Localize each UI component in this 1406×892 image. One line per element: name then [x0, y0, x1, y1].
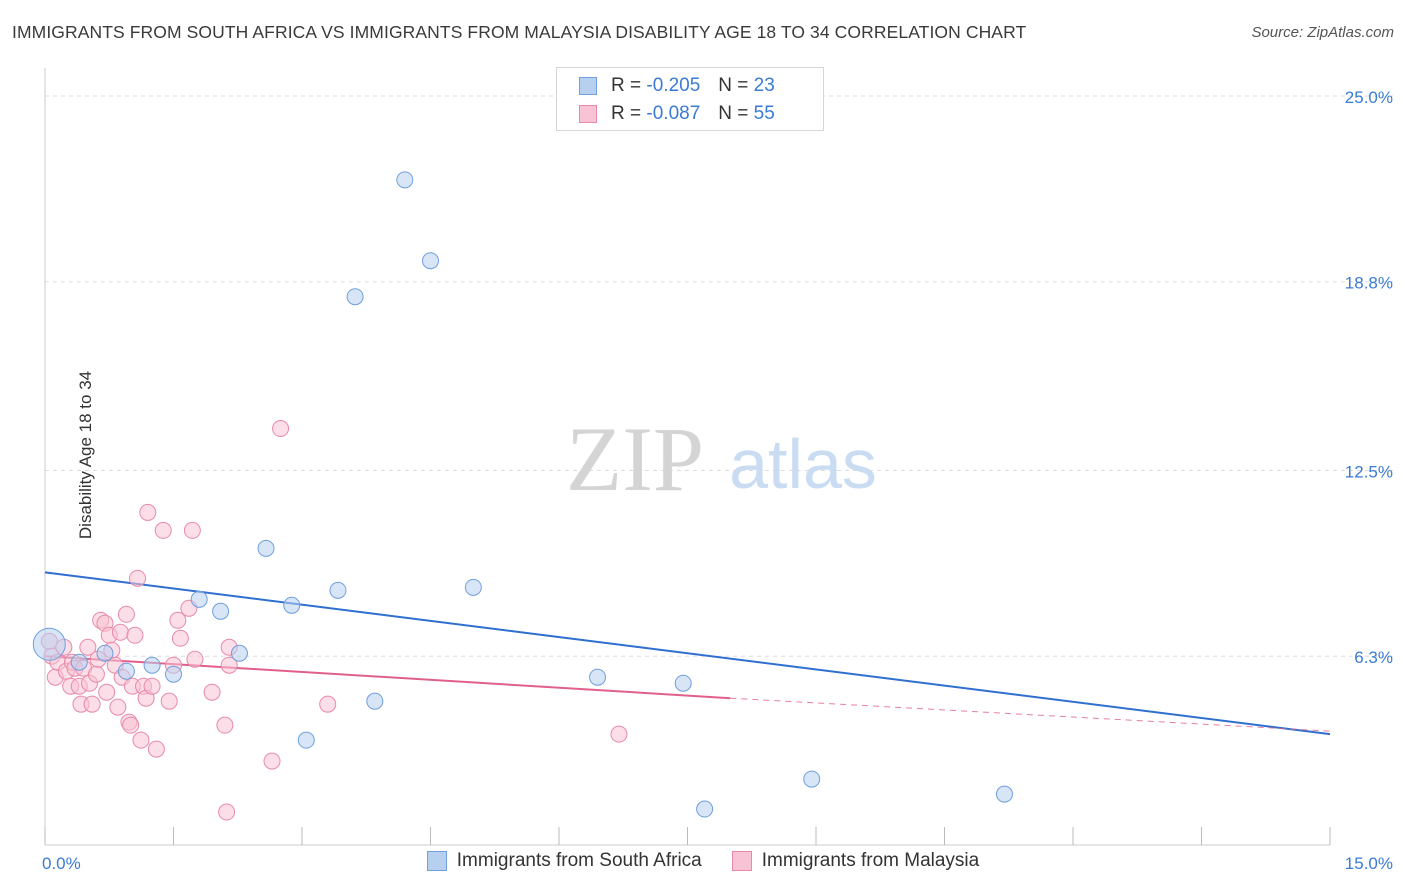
legend-r-label: R = — [611, 103, 642, 124]
x-tick-labels: 0.0% 15.0% — [42, 854, 1393, 873]
legend-row-malaysia: R = -0.087 N = 55 — [579, 101, 775, 127]
legend-n-value: 55 — [753, 103, 775, 124]
legend-n-label: N = — [718, 75, 749, 96]
point-malaysia — [111, 623, 129, 641]
legend-r-value: -0.205 — [646, 75, 701, 96]
legend-row-south-africa: R = -0.205 N = 23 — [579, 73, 775, 99]
point-malaysia — [220, 656, 238, 674]
watermark-zip: ZIP — [566, 408, 704, 510]
point-malaysia — [154, 521, 172, 539]
y-tick-labels: 6.3% 12.5% 18.8% 25.0% — [1345, 88, 1393, 667]
point-malaysia — [218, 803, 236, 821]
legend-r-label: R = — [611, 75, 642, 96]
point-south-africa — [995, 785, 1013, 803]
point-south-africa — [803, 770, 821, 788]
point-south-africa — [696, 800, 714, 818]
point-malaysia — [171, 629, 189, 647]
legend-n-label: N = — [718, 103, 749, 124]
series-legend: Immigrants from South Africa Immigrants … — [0, 850, 1406, 872]
legend-label-malaysia: Immigrants from Malaysia — [761, 850, 980, 871]
point-south-africa — [230, 644, 248, 662]
point-south-africa — [366, 692, 384, 710]
point-malaysia — [87, 665, 105, 683]
y-axis-label: Disability Age 18 to 34 — [76, 370, 96, 540]
legend-label-south-africa: Immigrants from South Africa — [456, 850, 702, 871]
chart-title: IMMIGRANTS FROM SOUTH AFRICA VS IMMIGRAN… — [12, 22, 1027, 42]
point-malaysia — [109, 698, 127, 716]
point-malaysia — [610, 725, 628, 743]
source-label: Source: ZipAtlas.com — [1251, 24, 1394, 41]
y-tick-label: 12.5% — [1345, 462, 1393, 481]
point-south-africa — [283, 596, 301, 614]
point-malaysia — [147, 740, 165, 758]
data-points — [32, 171, 1013, 821]
point-south-africa — [70, 653, 88, 671]
point-south-africa — [346, 288, 364, 306]
point-south-africa — [32, 627, 66, 661]
legend-item-malaysia[interactable]: Immigrants from Malaysia — [731, 850, 980, 872]
point-malaysia — [122, 716, 140, 734]
point-south-africa — [396, 171, 414, 189]
x-tick-label: 0.0% — [42, 854, 81, 873]
point-south-africa — [96, 644, 114, 662]
stats-legend: R = -0.205 N = 23 R = -0.087 N = 55 — [556, 67, 824, 131]
point-malaysia — [186, 650, 204, 668]
y-tick-label: 6.3% — [1354, 648, 1393, 667]
point-malaysia — [79, 638, 97, 656]
legend-item-south-africa[interactable]: Immigrants from South Africa — [426, 850, 702, 872]
y-tick-label: 18.8% — [1345, 274, 1393, 293]
point-malaysia — [183, 521, 201, 539]
legend-n-value: 23 — [753, 75, 775, 96]
point-malaysia — [319, 695, 337, 713]
watermark: ZIP atlas — [566, 408, 877, 510]
point-malaysia — [160, 692, 178, 710]
point-malaysia — [216, 716, 234, 734]
point-malaysia — [272, 420, 290, 438]
point-south-africa — [257, 539, 275, 557]
point-malaysia — [117, 605, 135, 623]
point-malaysia — [126, 626, 144, 644]
legend-r-value: -0.087 — [646, 103, 701, 124]
trend-line-south-africa — [44, 571, 1331, 736]
axes — [44, 68, 1331, 846]
x-tick-label: 15.0% — [1345, 854, 1393, 873]
point-south-africa — [589, 668, 607, 686]
point-south-africa — [422, 252, 439, 270]
point-south-africa — [329, 581, 347, 599]
point-south-africa — [464, 578, 482, 596]
grid-lines — [45, 95, 1395, 657]
point-malaysia — [263, 752, 281, 770]
point-malaysia — [98, 683, 116, 701]
point-malaysia — [143, 677, 161, 695]
watermark-atlas: atlas — [729, 425, 877, 503]
point-south-africa — [190, 590, 208, 608]
point-malaysia — [132, 731, 150, 749]
point-south-africa — [212, 602, 230, 620]
legend-swatch-blue — [579, 77, 597, 95]
point-malaysia — [129, 569, 147, 587]
point-malaysia — [139, 503, 157, 521]
trend-line-malaysia-extension — [730, 697, 1331, 732]
point-south-africa — [117, 662, 135, 680]
y-tick-label: 25.0% — [1345, 88, 1393, 107]
point-south-africa — [143, 656, 161, 674]
point-malaysia — [203, 683, 221, 701]
legend-swatch-pink — [579, 105, 597, 123]
legend-swatch-malaysia — [731, 851, 752, 871]
point-malaysia — [83, 695, 101, 713]
point-south-africa — [674, 674, 692, 692]
point-south-africa — [165, 665, 182, 683]
legend-swatch-south-africa — [426, 851, 447, 871]
point-south-africa — [297, 731, 315, 749]
point-malaysia — [169, 611, 187, 629]
